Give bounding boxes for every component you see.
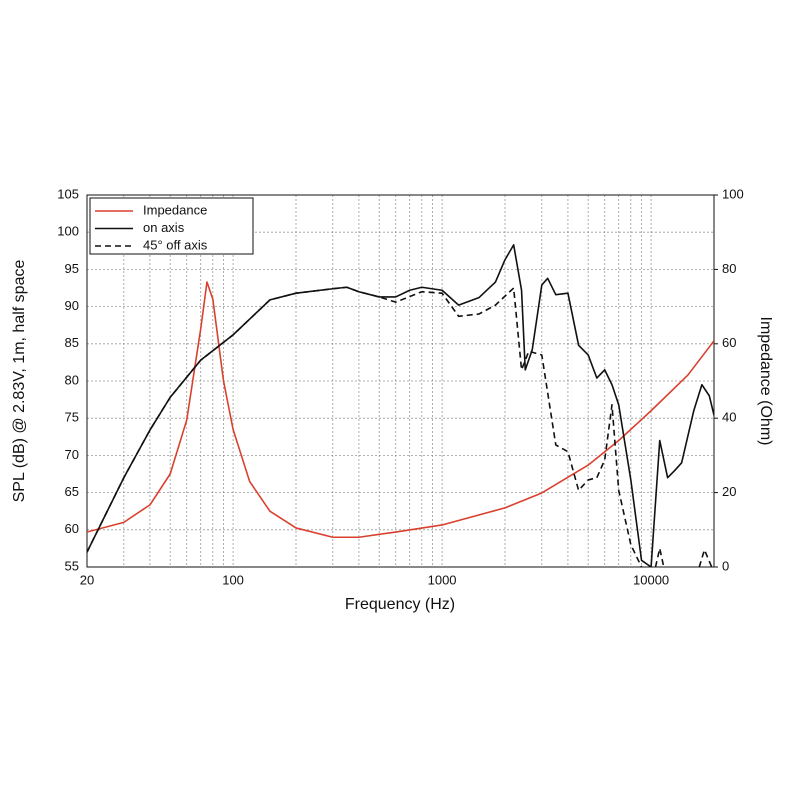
x-axis-label: Frequency (Hz): [345, 596, 455, 613]
y-tick-label: 75: [65, 410, 79, 425]
plot-frame: [86, 194, 715, 568]
y2-axis-label: Impedance (Ohm): [757, 317, 774, 446]
y-tick-label: 60: [65, 521, 79, 536]
y-tick-label: 80: [65, 372, 79, 387]
y2-tick-label: 60: [722, 335, 736, 350]
y-tick-label: 95: [65, 261, 79, 276]
legend-box: [89, 197, 254, 255]
series-line: [87, 286, 713, 567]
x-tick-label: 20: [80, 572, 94, 587]
y-tick-label: 90: [65, 298, 79, 313]
x-tick-label: 100: [222, 572, 244, 587]
legend-label: 45° off axis: [143, 237, 208, 252]
x-tick-label: 1000: [428, 572, 457, 587]
y-tick-label: 65: [65, 484, 79, 499]
y2-tick-label: 80: [722, 261, 736, 276]
y-tick-label: 85: [65, 335, 79, 350]
y-tick-label: 55: [65, 558, 79, 573]
y-tick-label: 105: [57, 186, 79, 201]
y-axis-label: SPL (dB) @ 2.83V, 1m, half space: [11, 260, 28, 503]
y2-tick-label: 40: [722, 410, 736, 425]
y-tick-label: 100: [57, 224, 79, 239]
legend-label: Impedance: [143, 202, 207, 217]
y2-tick-label: 0: [722, 558, 729, 573]
series-line: [87, 281, 714, 539]
y2-tick-label: 100: [722, 186, 744, 201]
plot-lines: [87, 244, 714, 567]
x-tick-label: 10000: [633, 572, 669, 587]
y-tick-label: 70: [65, 447, 79, 462]
series-line: [87, 244, 714, 567]
y2-tick-label: 20: [722, 484, 736, 499]
legend-label: on axis: [143, 220, 185, 235]
